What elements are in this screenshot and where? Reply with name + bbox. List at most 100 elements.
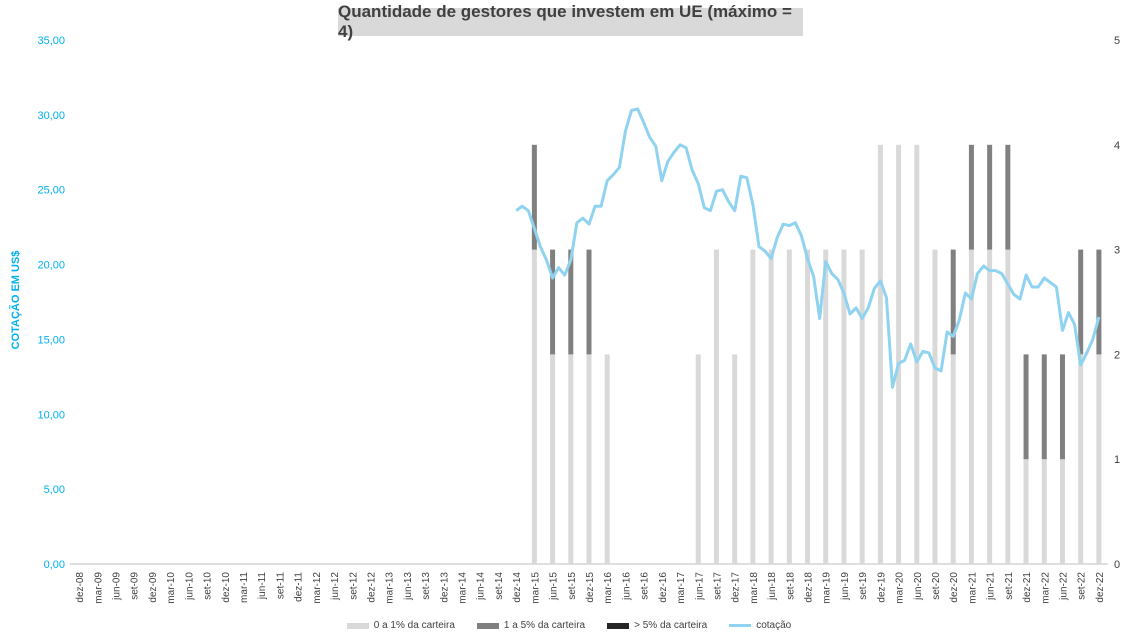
bar-low (1023, 459, 1029, 564)
bar-mid (1096, 249, 1102, 355)
x-tick-label: dez-08 (75, 572, 86, 603)
bar-mid (531, 144, 537, 250)
bar-low (914, 144, 920, 565)
bar-mid (1023, 354, 1029, 460)
bar-low (1078, 354, 1084, 564)
y-left-tick-label: 15,00 (37, 334, 65, 346)
bar-low (877, 144, 883, 565)
legend-item-0-1: 0 a 1% da carteira (346, 620, 455, 631)
bar-mid (968, 144, 974, 250)
bar-mid (1005, 144, 1011, 250)
y-right-tick-label: 4 (1114, 140, 1120, 152)
bar-low (550, 354, 556, 564)
legend-swatch-1-5 (476, 622, 499, 629)
x-tick-label: jun-20 (913, 572, 924, 601)
bar-mid (950, 249, 956, 355)
x-tick-label: mar-13 (385, 572, 396, 604)
y-right-tick-label: 3 (1114, 245, 1120, 257)
legend: 0 a 1% da carteira 1 a 5% da carteira > … (0, 620, 1138, 631)
y-left-tick-label: 25,00 (37, 185, 65, 197)
bar-mid (550, 249, 556, 355)
x-tick-label: set-12 (348, 572, 359, 600)
x-tick-label: mar-21 (967, 572, 978, 604)
x-tick-label: mar-09 (93, 572, 104, 604)
x-tick-label: set-14 (494, 572, 505, 600)
bar-low (604, 354, 610, 564)
x-tick-label: jun-18 (767, 572, 778, 601)
x-tick-label: mar-14 (458, 572, 469, 604)
x-tick-label: set-10 (203, 572, 214, 600)
x-tick-label: jun-09 (112, 572, 123, 601)
x-tick-label: jun-21 (986, 572, 997, 601)
legend-label-1-5: 1 a 5% da carteira (503, 620, 586, 631)
y-right-tick-label: 5 (1114, 35, 1120, 47)
x-tick-label: set-13 (421, 572, 432, 600)
legend-label-cotacao: cotação (756, 620, 792, 631)
x-tick-label: jun-12 (330, 572, 341, 601)
bar-low (1041, 459, 1047, 564)
x-tick-label: dez-16 (658, 572, 669, 603)
chart-title: Quantidade de gestores que investem em U… (338, 2, 803, 41)
x-tick-label: set-19 (858, 572, 869, 600)
x-tick-label: dez-21 (1022, 572, 1033, 603)
x-tick-label: jun-19 (840, 572, 851, 601)
price-line (515, 107, 1101, 389)
y-right-tick-label: 0 (1114, 559, 1120, 571)
x-tick-label: mar-18 (749, 572, 760, 604)
x-tick-label: jun-11 (257, 572, 268, 600)
x-tick-label: set-22 (1077, 572, 1088, 600)
bar-mid (1078, 249, 1084, 355)
x-tick-label: set-20 (931, 572, 942, 600)
bar-low (823, 249, 829, 564)
bar-low (768, 249, 774, 564)
chart-title-text: Quantidade de gestores que investem em U… (338, 2, 792, 41)
bar-low (932, 249, 938, 564)
x-tick-label: dez-13 (439, 572, 450, 603)
x-tick-label: jun-15 (549, 572, 560, 601)
bar-mid (586, 249, 592, 355)
y-left-tick-label: 30,00 (37, 110, 65, 122)
x-tick-label: mar-16 (603, 572, 614, 604)
y-left-tick-label: 10,00 (37, 409, 65, 421)
bar-mid (568, 249, 574, 355)
x-tick-label: set-09 (130, 572, 141, 600)
x-tick-label: mar-12 (312, 572, 323, 604)
bar-mid (987, 144, 993, 250)
x-tick-label: dez-17 (731, 572, 742, 603)
x-tick-label: jun-22 (1058, 572, 1069, 601)
bar-low (713, 249, 719, 564)
y-right-tick-label: 2 (1114, 349, 1120, 361)
x-tick-label: jun-13 (403, 572, 414, 601)
bar-low (1096, 354, 1102, 564)
x-tick-label: set-18 (785, 572, 796, 600)
x-tick-label: dez-12 (366, 572, 377, 603)
bar-low (859, 249, 865, 564)
legend-item-gt5: > 5% da carteira (607, 620, 707, 631)
bar-low (568, 354, 574, 564)
x-tick-label: dez-20 (949, 572, 960, 603)
bar-low (896, 144, 902, 565)
x-tick-label: dez-22 (1095, 572, 1106, 603)
bar-low (1059, 459, 1065, 564)
y-left-tick-label: 35,00 (37, 35, 65, 47)
legend-swatch-gt5 (607, 622, 630, 629)
bar-low (786, 249, 792, 564)
x-tick-label: dez-10 (221, 572, 232, 603)
bar-low (750, 249, 756, 564)
bar-low (950, 354, 956, 564)
bar-mid (1059, 354, 1065, 460)
legend-swatch-cotacao (729, 624, 752, 627)
x-tick-label: dez-15 (585, 572, 596, 603)
bar-low (695, 354, 701, 564)
bar-low (531, 249, 537, 564)
legend-swatch-0-1 (346, 622, 369, 629)
y-left-tick-label: 5,00 (44, 484, 65, 496)
x-tick-label: mar-15 (530, 572, 541, 604)
legend-item-cotacao: cotação (729, 620, 791, 631)
legend-label-gt5: > 5% da carteira (634, 620, 708, 631)
x-tick-label: jun-10 (184, 572, 195, 601)
bar-low (841, 249, 847, 564)
x-tick-label: dez-19 (876, 572, 887, 603)
bar-low (1005, 249, 1011, 564)
